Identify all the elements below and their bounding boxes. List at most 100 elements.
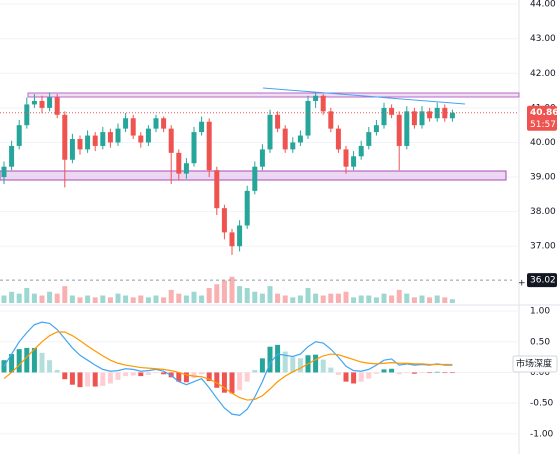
volume-bar	[183, 295, 189, 303]
volume-bar	[381, 293, 387, 303]
volume-bar	[252, 291, 258, 303]
histogram-bar	[24, 347, 30, 373]
histogram-bar	[214, 372, 220, 388]
histogram-bar	[335, 372, 341, 375]
candle-body	[214, 170, 220, 209]
candle-body	[411, 111, 417, 126]
histogram-bar	[381, 369, 387, 373]
candle-body	[39, 100, 45, 108]
candle-body	[161, 118, 167, 129]
volume-bar	[39, 295, 45, 303]
volume-bar	[282, 295, 288, 303]
candle-body	[16, 125, 22, 146]
histogram-bar	[297, 358, 303, 373]
countdown-label: 51:57	[530, 120, 556, 130]
candle-body	[69, 139, 75, 160]
candle-body	[305, 100, 311, 136]
volume-bar	[358, 295, 364, 303]
histogram-bar	[373, 372, 379, 374]
y-tick-label: 42.00	[530, 69, 556, 79]
candle-body	[1, 166, 7, 178]
y-tick-label: -1.00	[530, 429, 554, 439]
candle-body	[153, 118, 159, 129]
candle-body	[47, 97, 53, 108]
y-tick-label: 38.00	[530, 207, 556, 217]
crosshair-icon: +	[518, 279, 526, 289]
candle-body	[290, 142, 296, 150]
histogram-bar	[313, 354, 319, 373]
candle-body	[100, 132, 106, 146]
volume-bar	[351, 297, 357, 303]
histogram-bar	[442, 372, 448, 374]
candle-body	[381, 107, 387, 126]
candle-body	[176, 152, 182, 174]
volume-bar	[411, 297, 417, 303]
candle-body	[404, 111, 410, 146]
volume-bar	[130, 297, 136, 303]
volume-bar	[305, 288, 311, 303]
volume-bar	[138, 295, 144, 303]
volume-bar	[100, 295, 106, 303]
candle-body	[297, 135, 303, 143]
histogram-bar	[449, 372, 455, 374]
candle-body	[419, 111, 425, 126]
histogram-bar	[320, 359, 326, 373]
y-tick-label: 40.00	[530, 138, 556, 148]
volume-bar	[442, 297, 448, 303]
histogram-bar	[85, 372, 91, 387]
volume-bar	[16, 293, 22, 303]
candle-body	[351, 156, 357, 167]
histogram-bar	[176, 372, 182, 382]
histogram-bar	[267, 346, 273, 373]
volume-bar	[153, 295, 159, 303]
histogram-bar	[138, 372, 144, 377]
candle-body	[115, 128, 121, 143]
y-tick-label: 44.00	[530, 0, 556, 10]
candle-body	[77, 139, 83, 150]
volume-bar	[427, 297, 433, 303]
plot	[0, 92, 519, 417]
candle-body	[373, 125, 379, 133]
volume-bar	[267, 286, 273, 303]
histogram-bar	[123, 372, 129, 377]
macd-line	[3, 321, 453, 417]
volume-bar	[449, 299, 455, 303]
histogram-bar	[16, 349, 22, 373]
volume-bar	[328, 293, 334, 303]
volume-bar	[297, 295, 303, 303]
depth-button[interactable]: 市场深度	[516, 358, 552, 370]
histogram-bar	[62, 372, 68, 380]
histogram-bar	[1, 360, 7, 373]
histogram-bar	[343, 372, 349, 382]
candle-body	[85, 135, 91, 150]
candle-body	[9, 145, 15, 167]
candle-body	[275, 114, 281, 129]
volume-bar	[366, 295, 372, 303]
candle-body	[328, 111, 334, 129]
histogram-bar	[54, 369, 60, 373]
histogram-bar	[130, 372, 136, 376]
histogram-bar	[351, 372, 357, 384]
candle-body	[335, 128, 341, 150]
candle-body	[252, 166, 258, 191]
y-tick-label: 0.50	[530, 337, 550, 347]
resistance-zone	[27, 92, 520, 98]
histogram-bar	[396, 372, 402, 375]
candle-body	[358, 145, 364, 157]
histogram-bar	[221, 372, 227, 393]
volume-bar	[320, 295, 326, 303]
histogram-bar	[434, 371, 440, 373]
volume-bar	[107, 297, 113, 303]
candle-body	[313, 95, 319, 101]
volume-bar	[199, 295, 205, 303]
volume-bar	[389, 295, 395, 303]
histogram-bar	[39, 352, 45, 373]
depth-button-box	[512, 355, 558, 373]
histogram-bar	[389, 368, 395, 373]
candle-body	[244, 190, 250, 226]
volume-bar	[62, 286, 68, 303]
histogram-bar	[275, 344, 281, 373]
volume-bar	[161, 297, 167, 303]
candle-body	[145, 128, 151, 143]
histogram-bar	[199, 372, 205, 375]
